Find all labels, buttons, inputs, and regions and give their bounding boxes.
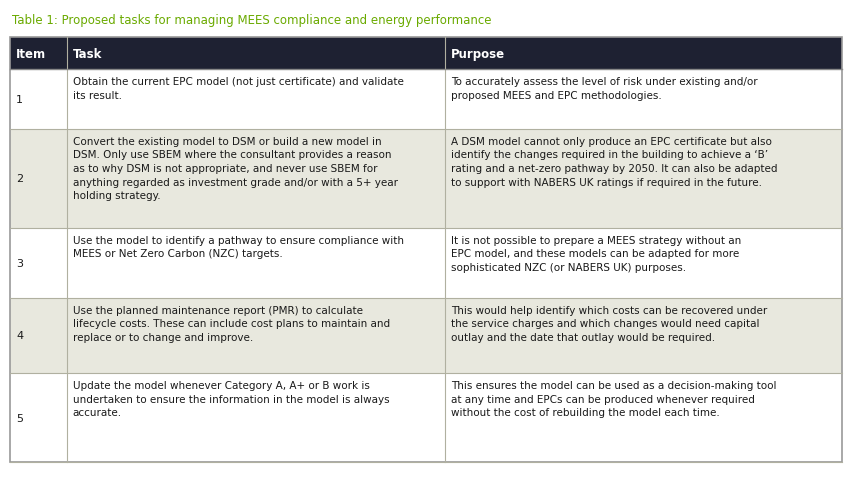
Text: 5: 5 <box>16 413 23 423</box>
Text: Use the planned maintenance report (PMR) to calculate
lifecycle costs. These can: Use the planned maintenance report (PMR)… <box>72 305 389 342</box>
Text: This ensures the model can be used as a decision-making tool
at any time and EPC: This ensures the model can be used as a … <box>452 380 777 418</box>
Text: Item: Item <box>16 48 46 60</box>
Bar <box>10 38 842 70</box>
Text: To accurately assess the level of risk under existing and/or
proposed MEES and E: To accurately assess the level of risk u… <box>452 77 757 100</box>
Text: This would help identify which costs can be recovered under
the service charges : This would help identify which costs can… <box>452 305 768 342</box>
Text: Update the model whenever Category A, A+ or B work is
undertaken to ensure the i: Update the model whenever Category A, A+… <box>72 380 389 418</box>
Text: It is not possible to prepare a MEES strategy without an
EPC model, and these mo: It is not possible to prepare a MEES str… <box>452 235 741 273</box>
Text: Task: Task <box>72 48 102 60</box>
Text: Table 1: Proposed tasks for managing MEES compliance and energy performance: Table 1: Proposed tasks for managing MEE… <box>12 14 492 27</box>
Bar <box>10 228 842 298</box>
Bar <box>10 70 842 130</box>
Text: 3: 3 <box>16 258 23 268</box>
Bar <box>10 130 842 228</box>
Text: Obtain the current EPC model (not just certificate) and validate
its result.: Obtain the current EPC model (not just c… <box>72 77 404 100</box>
Text: Purpose: Purpose <box>452 48 505 60</box>
Text: 1: 1 <box>16 95 23 105</box>
Bar <box>10 373 842 462</box>
Text: Convert the existing model to DSM or build a new model in
DSM. Only use SBEM whe: Convert the existing model to DSM or bui… <box>72 136 398 201</box>
Text: 2: 2 <box>16 174 23 184</box>
Text: 4: 4 <box>16 331 23 341</box>
Bar <box>10 38 842 462</box>
Text: Use the model to identify a pathway to ensure compliance with
MEES or Net Zero C: Use the model to identify a pathway to e… <box>72 235 404 259</box>
Text: A DSM model cannot only produce an EPC certificate but also
identify the changes: A DSM model cannot only produce an EPC c… <box>452 136 778 187</box>
Bar <box>10 298 842 373</box>
